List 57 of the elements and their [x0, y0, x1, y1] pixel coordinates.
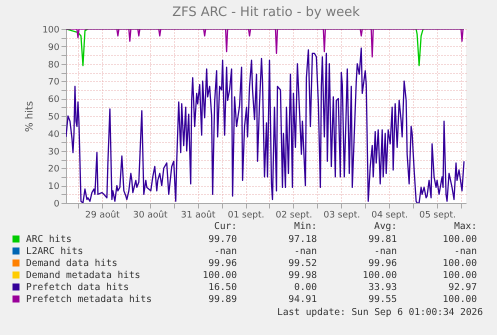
y-axis-title: % hits	[24, 101, 36, 132]
y-tick-label: 40	[48, 130, 60, 140]
text: 99.81	[368, 234, 398, 245]
text: Avg:	[374, 221, 397, 232]
text: 99.89	[208, 294, 238, 305]
x-tick-label: 29 août	[85, 210, 120, 220]
x-tick-label: 01 sept.	[228, 210, 264, 220]
y-tick-label: 100	[42, 26, 60, 36]
text: 92.97	[448, 282, 477, 293]
text: 99.70	[208, 234, 238, 245]
x-tick-label: 05 sept.	[419, 210, 456, 220]
x-tick-label: 02 sept.	[276, 210, 312, 220]
legend-label: Demand metadata hits	[26, 270, 140, 281]
x-tick-label: 31 août	[180, 210, 216, 220]
x-tick-label: 04 sept.	[371, 210, 408, 220]
text: 97.18	[288, 234, 318, 245]
text: 99.55	[368, 294, 397, 305]
y-tick-label: 60	[48, 95, 60, 106]
chart-title: ZFS ARC - Hit ratio - by week	[172, 5, 360, 20]
y-tick-label: 90	[48, 42, 60, 53]
text: 100.00	[442, 294, 478, 305]
legend-label: Demand data hits	[26, 258, 118, 269]
y-tick-label: 70	[48, 78, 60, 88]
text: 99.96	[368, 258, 398, 269]
y-tick-label: 20	[48, 164, 60, 175]
text: 0.00	[294, 282, 318, 293]
line-series	[66, 29, 465, 58]
x-tick-label: 30 août	[133, 210, 168, 220]
y-tick-label: 80	[48, 60, 60, 70]
text: 100.00	[442, 258, 478, 269]
text: 100.00	[442, 270, 478, 281]
text: 94.91	[288, 294, 318, 305]
y-tick-label: 30	[48, 147, 60, 158]
text: Cur:	[214, 221, 237, 232]
text: Max:	[454, 221, 477, 232]
y-tick-label: 50	[48, 112, 60, 122]
legend-label: Prefetch metadata hits	[26, 294, 152, 305]
text: 100.00	[202, 270, 238, 281]
text: 16.50	[208, 282, 238, 293]
legend-label: ARC hits	[26, 234, 72, 245]
y-tick-label: 0	[54, 200, 60, 210]
text: -nan	[374, 246, 397, 257]
text: -nan	[294, 246, 317, 257]
text: 100.00	[442, 234, 478, 245]
text: 99.96	[208, 258, 238, 269]
text: -nan	[454, 246, 477, 257]
text: 99.98	[288, 270, 318, 281]
text: -nan	[214, 246, 237, 257]
legend-label: Prefetch data hits	[26, 282, 129, 293]
text: 33.93	[368, 282, 397, 293]
text: 99.52	[288, 258, 317, 269]
y-tick-label: 10	[48, 182, 60, 192]
x-tick-label: 03 sept.	[323, 210, 360, 220]
text: Min:	[294, 221, 317, 232]
legend-label: L2ARC hits	[26, 246, 84, 257]
text: 100.00	[362, 270, 398, 281]
text: Last update: Sun Sep 6 01:00:34 2026	[277, 307, 484, 318]
